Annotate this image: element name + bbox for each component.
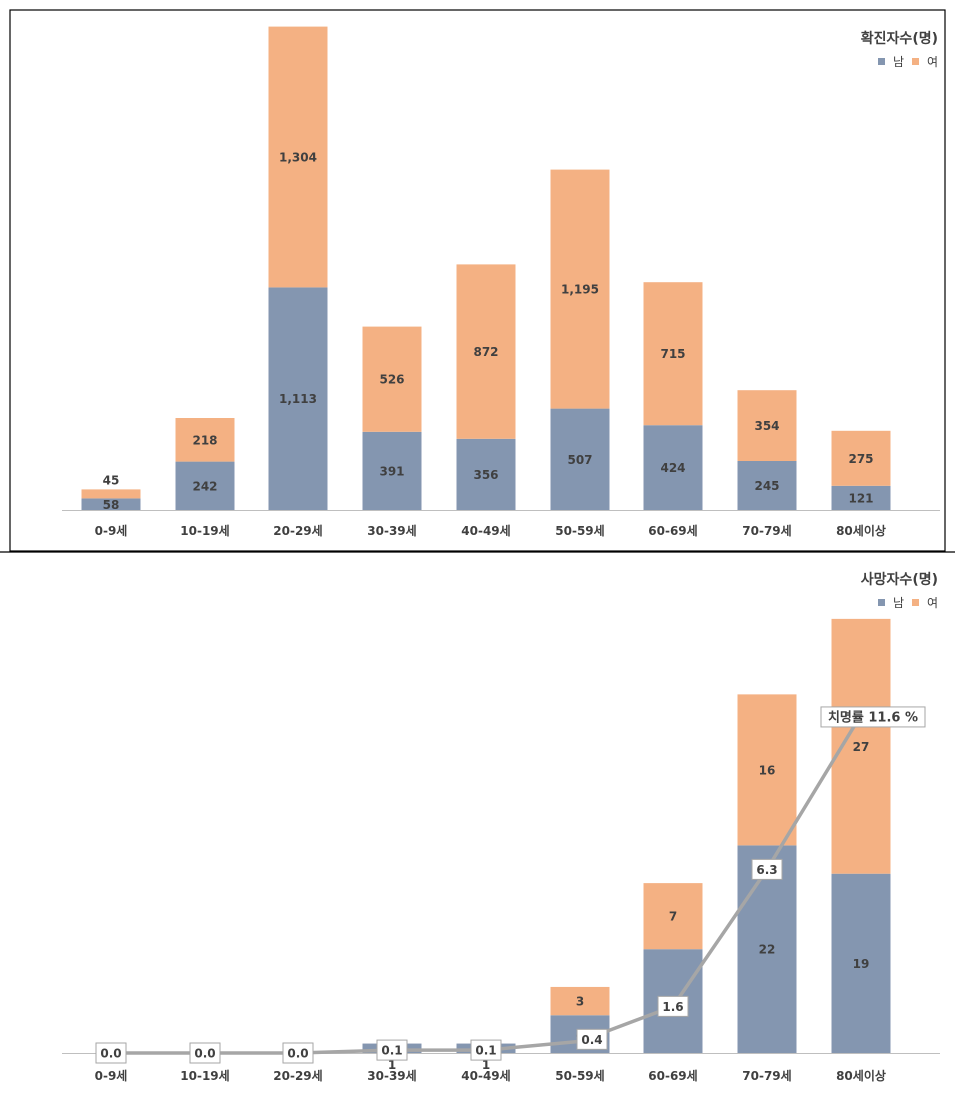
bar-data-label: 391 (379, 464, 404, 478)
legend-label: 남 (893, 55, 904, 69)
bar-female (82, 489, 141, 498)
bar-data-label: 19 (853, 957, 870, 971)
fatality-rate-label: 0.4 (581, 1033, 602, 1047)
fatality-rate-label: 6.3 (756, 863, 777, 877)
legend-swatch (878, 58, 885, 65)
fatality-rate-label: 1.6 (662, 1000, 683, 1014)
bar-data-label: 1,113 (279, 392, 317, 406)
legend-swatch (878, 599, 885, 606)
legend-label: 여 (927, 596, 938, 610)
x-tick-label: 0-9세 (95, 1068, 128, 1083)
x-tick-label: 30-39세 (367, 1068, 416, 1083)
bar-data-label: 354 (754, 419, 779, 433)
bar-data-label: 1,195 (561, 283, 599, 297)
x-tick-label: 50-59세 (555, 523, 604, 538)
bar-data-label: 715 (660, 347, 685, 361)
x-tick-label: 80세이상 (836, 1068, 886, 1083)
x-tick-label: 10-19세 (180, 1068, 229, 1083)
x-tick-label: 20-29세 (273, 1068, 322, 1083)
bar-data-label: 424 (660, 461, 685, 475)
x-tick-label: 30-39세 (367, 523, 416, 538)
bar-data-label: 3 (576, 995, 584, 1009)
bar-data-label: 121 (848, 491, 873, 505)
fatality-rate-label: 치명률 11.6 % (828, 709, 918, 725)
legend-swatch (912, 58, 919, 65)
bar-data-label: 45 (103, 473, 120, 487)
bar-data-label: 27 (853, 740, 870, 754)
legend-label: 남 (893, 596, 904, 610)
bar-data-label: 872 (473, 345, 498, 359)
bar-data-label: 1,304 (279, 151, 317, 165)
bar-data-label: 275 (848, 452, 873, 466)
bar-data-label: 16 (759, 763, 776, 777)
legend-swatch (912, 599, 919, 606)
x-tick-label: 50-59세 (555, 1068, 604, 1083)
x-tick-label: 80세이상 (836, 523, 886, 538)
x-tick-label: 70-79세 (742, 1068, 791, 1083)
fatality-rate-label: 0.1 (381, 1044, 402, 1058)
bar-data-label: 22 (759, 943, 776, 957)
x-tick-label: 70-79세 (742, 523, 791, 538)
x-tick-label: 40-49세 (461, 1068, 510, 1083)
x-tick-label: 0-9세 (95, 523, 128, 538)
fatality-rate-label: 0.0 (287, 1047, 308, 1061)
legend-label: 여 (927, 55, 938, 69)
bar-data-label: 242 (192, 479, 217, 493)
deaths-panel: 사망자수(명)여남0-9세10-19세20-29세130-39세140-49세4… (62, 571, 940, 1083)
x-tick-label: 60-69세 (648, 523, 697, 538)
bar-data-label: 218 (192, 433, 217, 447)
fatality-rate-label: 0.1 (475, 1044, 496, 1058)
bar-data-label: 356 (473, 468, 498, 482)
chart-title: 사망자수(명) (861, 571, 938, 588)
x-tick-label: 40-49세 (461, 523, 510, 538)
confirmed-cases-panel: 확진자수(명) 여 남 58 45 0-9세 242 218 10-19세 1,113 1,304 2… (62, 27, 940, 538)
bar-data-label: 58 (103, 498, 120, 512)
x-tick-label: 60-69세 (648, 1068, 697, 1083)
bar-data-label: 507 (567, 453, 592, 467)
x-tick-label: 10-19세 (180, 523, 229, 538)
fatality-rate-label: 0.0 (194, 1047, 215, 1061)
fatality-rate-label: 0.0 (100, 1047, 121, 1061)
x-tick-label: 20-29세 (273, 523, 322, 538)
bar-data-label: 7 (669, 910, 677, 924)
bar-data-label: 526 (379, 373, 404, 387)
bar-data-label: 245 (754, 479, 779, 493)
chart-title: 확진자수(명) (861, 30, 938, 47)
